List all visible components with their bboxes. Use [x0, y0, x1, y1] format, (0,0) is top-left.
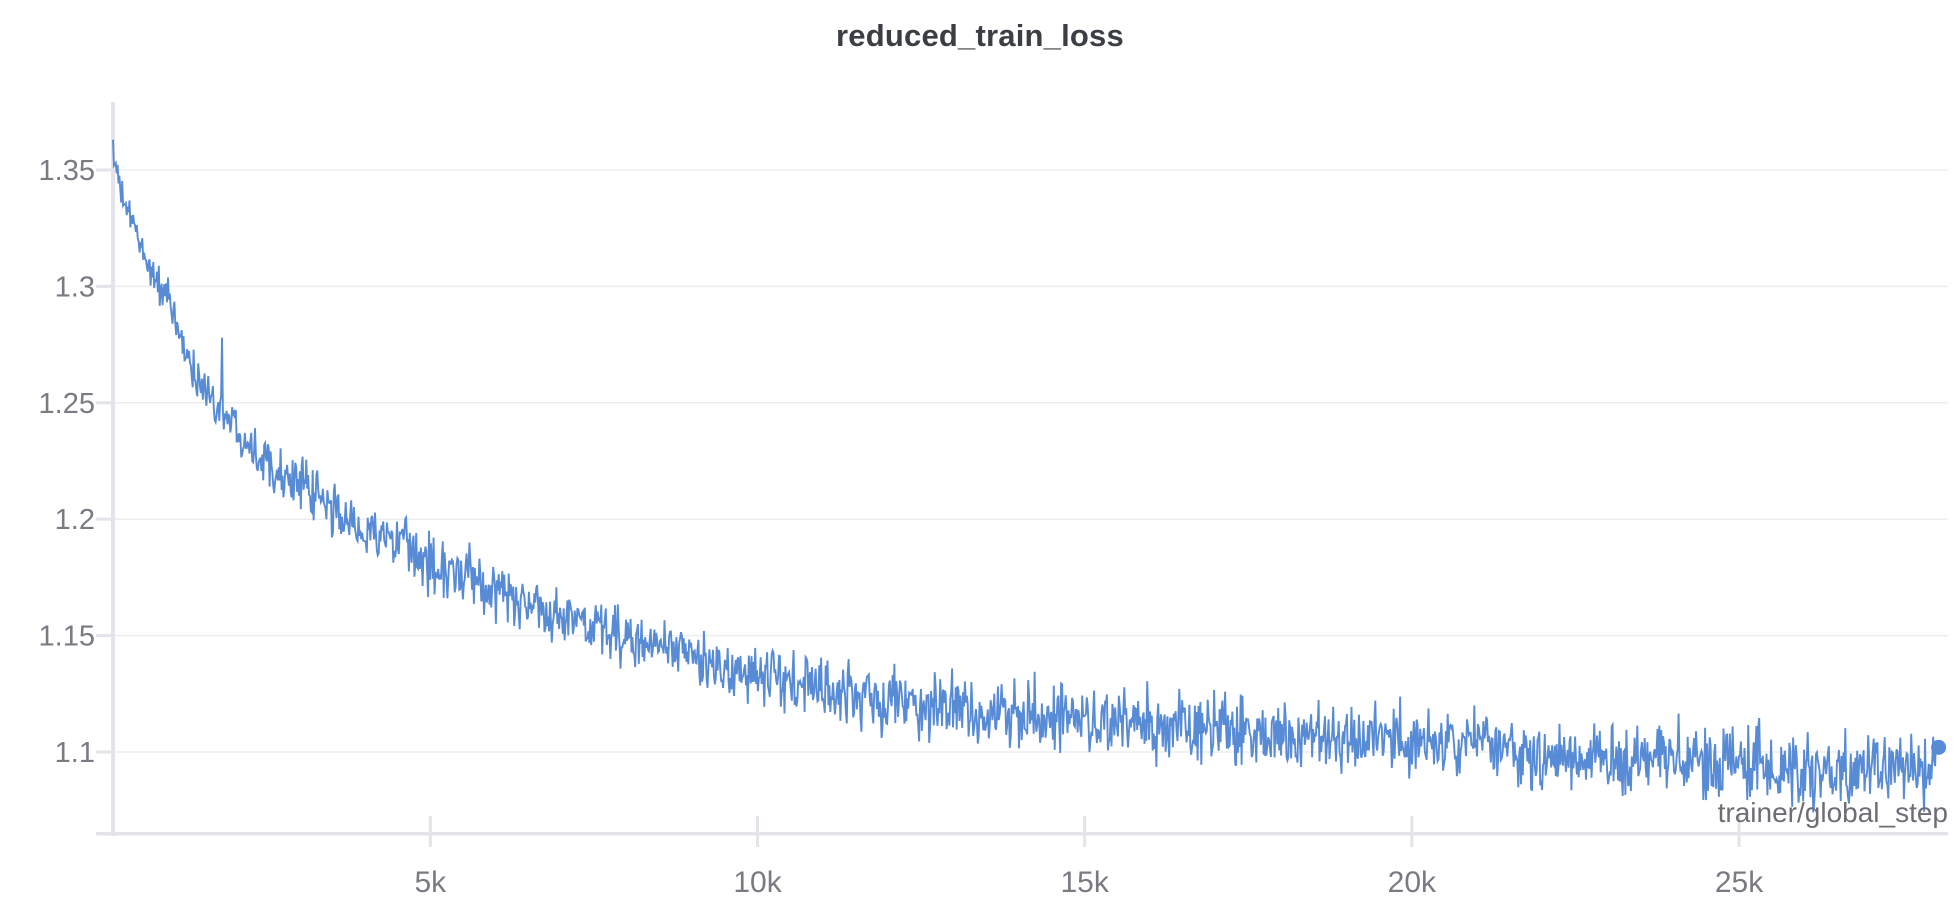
- y-tick-label: 1.1: [55, 737, 95, 769]
- x-tick: [756, 816, 760, 847]
- y-tick: [96, 634, 113, 638]
- axes: [96, 102, 1948, 836]
- y-tick: [96, 168, 113, 172]
- y-tick: [96, 517, 113, 521]
- x-tick: [1083, 816, 1087, 847]
- axis-tick-labels: 1.35 1.3 1.25 1.2 1.15 1.1 5k 10k 15k 20k 25k: [39, 155, 1765, 899]
- y-gridline: [113, 751, 1948, 753]
- endpoint-dot: [1931, 739, 1947, 755]
- x-tick: [1410, 816, 1414, 847]
- x-tick-label: 5k: [415, 866, 448, 899]
- x-axis-line: [96, 832, 1948, 836]
- gridlines: [113, 169, 1948, 753]
- loss-line: [112, 139, 1939, 813]
- chart-title: reduced_train_loss: [836, 18, 1124, 53]
- y-gridline: [113, 285, 1948, 288]
- y-tick-label: 1.35: [39, 155, 95, 187]
- y-tick-label: 1.3: [55, 271, 95, 303]
- x-axis-label: trainer/global_step: [1718, 797, 1948, 828]
- y-gridline: [113, 402, 1948, 404]
- series-reduced-train-loss: [112, 139, 1947, 813]
- x-tick-label: 15k: [1061, 866, 1110, 899]
- y-gridline: [113, 634, 1948, 637]
- y-tick: [96, 750, 113, 754]
- y-tick-label: 1.15: [39, 621, 95, 653]
- x-tick-label: 25k: [1715, 866, 1764, 899]
- x-tick: [1737, 816, 1741, 847]
- y-axis-line: [111, 102, 115, 836]
- y-tick-label: 1.2: [55, 504, 95, 536]
- y-gridline: [113, 518, 1948, 520]
- y-tick-label: 1.25: [39, 388, 95, 420]
- x-tick-label: 10k: [733, 866, 782, 899]
- axis-ticks: [96, 168, 1741, 847]
- y-tick: [96, 401, 113, 405]
- y-tick: [96, 284, 113, 288]
- y-gridline: [113, 169, 1948, 171]
- x-tick: [428, 816, 432, 847]
- x-tick-label: 20k: [1388, 866, 1437, 899]
